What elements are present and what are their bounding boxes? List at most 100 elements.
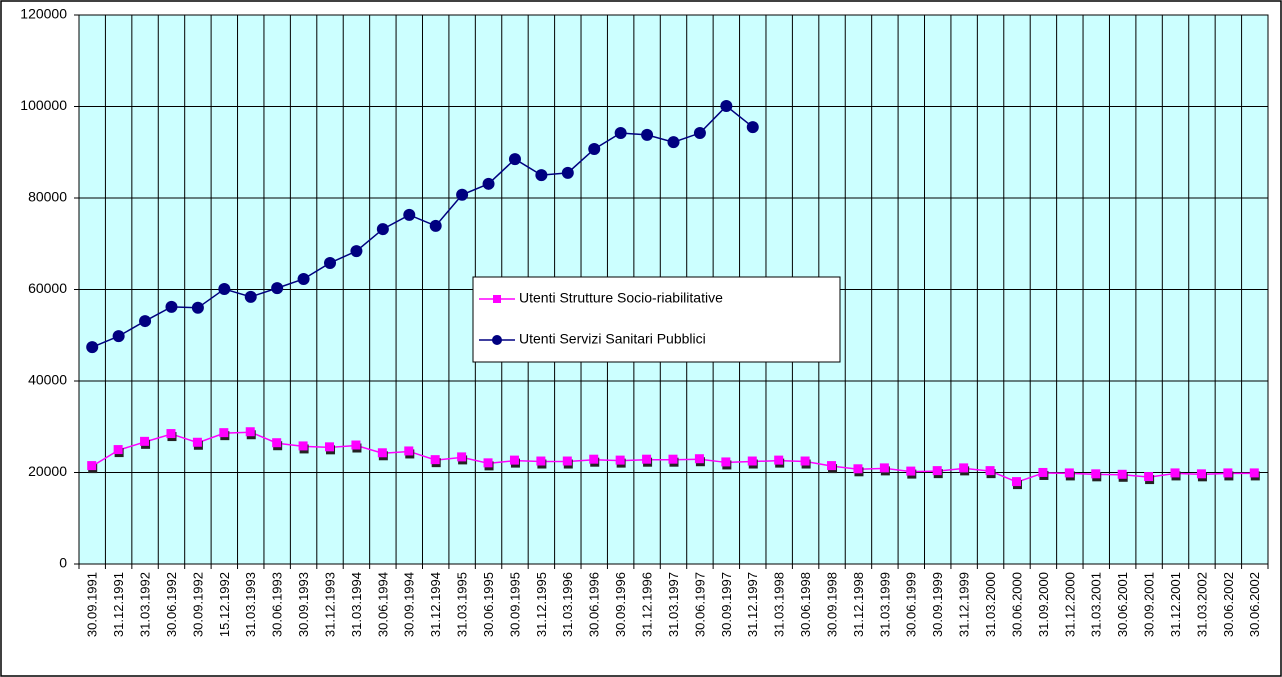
x-tick-label: 30.06.1995 bbox=[481, 572, 496, 637]
x-tick-label: 31.03.2000 bbox=[983, 572, 998, 637]
marker bbox=[87, 461, 97, 471]
x-tick-label: 31.12.1995 bbox=[534, 572, 549, 637]
x-tick-label: 31.03.1998 bbox=[772, 572, 787, 637]
marker bbox=[509, 455, 519, 465]
marker bbox=[139, 315, 152, 328]
x-tick-label: 30.06.2000 bbox=[1009, 572, 1024, 637]
x-tick-label: 30.09.1998 bbox=[824, 572, 839, 637]
x-tick-label: 30.09.1997 bbox=[719, 572, 734, 637]
x-tick-label: 31.03.2002 bbox=[1194, 572, 1209, 637]
x-tick-label: 31.03.1994 bbox=[349, 572, 364, 637]
marker bbox=[906, 466, 916, 476]
marker bbox=[694, 454, 704, 464]
marker bbox=[932, 466, 942, 476]
marker bbox=[1144, 472, 1154, 482]
marker bbox=[827, 461, 837, 471]
legend-label: Utenti Servizi Sanitari Pubblici bbox=[519, 331, 706, 347]
marker bbox=[218, 283, 231, 296]
marker bbox=[140, 436, 150, 446]
marker bbox=[693, 127, 706, 140]
marker bbox=[615, 455, 625, 465]
x-tick-label: 31.12.1994 bbox=[428, 572, 443, 637]
x-tick-label: 31.12.1993 bbox=[322, 572, 337, 637]
marker bbox=[641, 128, 654, 141]
x-tick-label: 31.12.1996 bbox=[640, 572, 655, 637]
x-tick-label: 30.06.1998 bbox=[798, 572, 813, 637]
marker bbox=[219, 428, 229, 438]
marker bbox=[165, 300, 178, 313]
marker bbox=[245, 427, 255, 437]
legend-label: Utenti Strutture Socio-riabilitative bbox=[519, 290, 723, 306]
marker bbox=[1038, 467, 1048, 477]
marker bbox=[325, 442, 335, 452]
marker bbox=[298, 441, 308, 451]
marker bbox=[508, 153, 521, 166]
x-tick-label: 30.09.1991 bbox=[85, 572, 100, 637]
x-tick-label: 30.09.2001 bbox=[1142, 572, 1157, 637]
marker bbox=[112, 330, 125, 343]
legend-box bbox=[472, 276, 841, 363]
marker bbox=[113, 445, 123, 455]
marker bbox=[244, 290, 257, 303]
marker bbox=[668, 454, 678, 464]
marker bbox=[588, 143, 601, 156]
marker bbox=[297, 272, 310, 285]
marker bbox=[376, 223, 389, 236]
marker bbox=[562, 456, 572, 466]
marker bbox=[642, 454, 652, 464]
y-tick-label: 20000 bbox=[28, 463, 67, 479]
marker bbox=[800, 456, 810, 466]
x-tick-label: 31.09.2000 bbox=[1036, 572, 1051, 637]
legend-marker bbox=[493, 295, 501, 303]
y-tick-label: 0 bbox=[59, 555, 67, 571]
x-tick-label: 15.12.1992 bbox=[217, 572, 232, 637]
marker bbox=[535, 169, 548, 182]
x-tick-label: 30.06.2002 bbox=[1247, 572, 1262, 637]
x-tick-label: 30.06.1992 bbox=[164, 572, 179, 637]
marker bbox=[959, 463, 969, 473]
x-tick-label: 30.06.1994 bbox=[375, 572, 390, 637]
marker bbox=[747, 456, 757, 466]
marker bbox=[456, 188, 469, 201]
marker bbox=[457, 452, 467, 462]
marker bbox=[561, 166, 574, 179]
x-tick-label: 31.12.1991 bbox=[111, 572, 126, 637]
marker bbox=[404, 446, 414, 456]
x-tick-label: 31.03.1996 bbox=[560, 572, 575, 637]
x-tick-label: 31.12.1997 bbox=[745, 572, 760, 637]
y-tick-label: 100000 bbox=[20, 97, 67, 113]
marker bbox=[721, 457, 731, 467]
x-tick-label: 30.06.2002 bbox=[1221, 572, 1236, 637]
y-tick-label: 40000 bbox=[28, 372, 67, 388]
marker bbox=[403, 208, 416, 221]
x-tick-label: 31.03.1995 bbox=[455, 572, 470, 637]
x-tick-label: 30.09.1999 bbox=[930, 572, 945, 637]
marker bbox=[377, 448, 387, 458]
marker bbox=[1223, 468, 1233, 478]
x-tick-label: 30.09.1995 bbox=[507, 572, 522, 637]
x-tick-label: 30.09.1994 bbox=[402, 572, 417, 637]
marker bbox=[1249, 468, 1259, 478]
marker bbox=[166, 429, 176, 439]
y-tick-label: 80000 bbox=[28, 189, 67, 205]
y-tick-label: 60000 bbox=[28, 280, 67, 296]
marker bbox=[1117, 469, 1127, 479]
x-tick-label: 31.03.1993 bbox=[243, 572, 258, 637]
marker bbox=[1064, 468, 1074, 478]
x-tick-label: 31.12.2001 bbox=[1168, 572, 1183, 637]
marker bbox=[192, 437, 202, 447]
x-tick-label: 30.09.1993 bbox=[296, 572, 311, 637]
marker bbox=[1091, 469, 1101, 479]
x-tick-label: 30.06.1996 bbox=[587, 572, 602, 637]
x-tick-label: 31.12.1999 bbox=[957, 572, 972, 637]
x-tick-label: 30.06.1999 bbox=[904, 572, 919, 637]
marker bbox=[271, 282, 284, 295]
x-tick-label: 31.03.1992 bbox=[137, 572, 152, 637]
x-tick-label: 30.06.1997 bbox=[692, 572, 707, 637]
marker bbox=[429, 219, 442, 232]
marker bbox=[351, 440, 361, 450]
x-tick-label: 31.12.1998 bbox=[851, 572, 866, 637]
marker bbox=[985, 466, 995, 476]
marker bbox=[86, 341, 99, 354]
